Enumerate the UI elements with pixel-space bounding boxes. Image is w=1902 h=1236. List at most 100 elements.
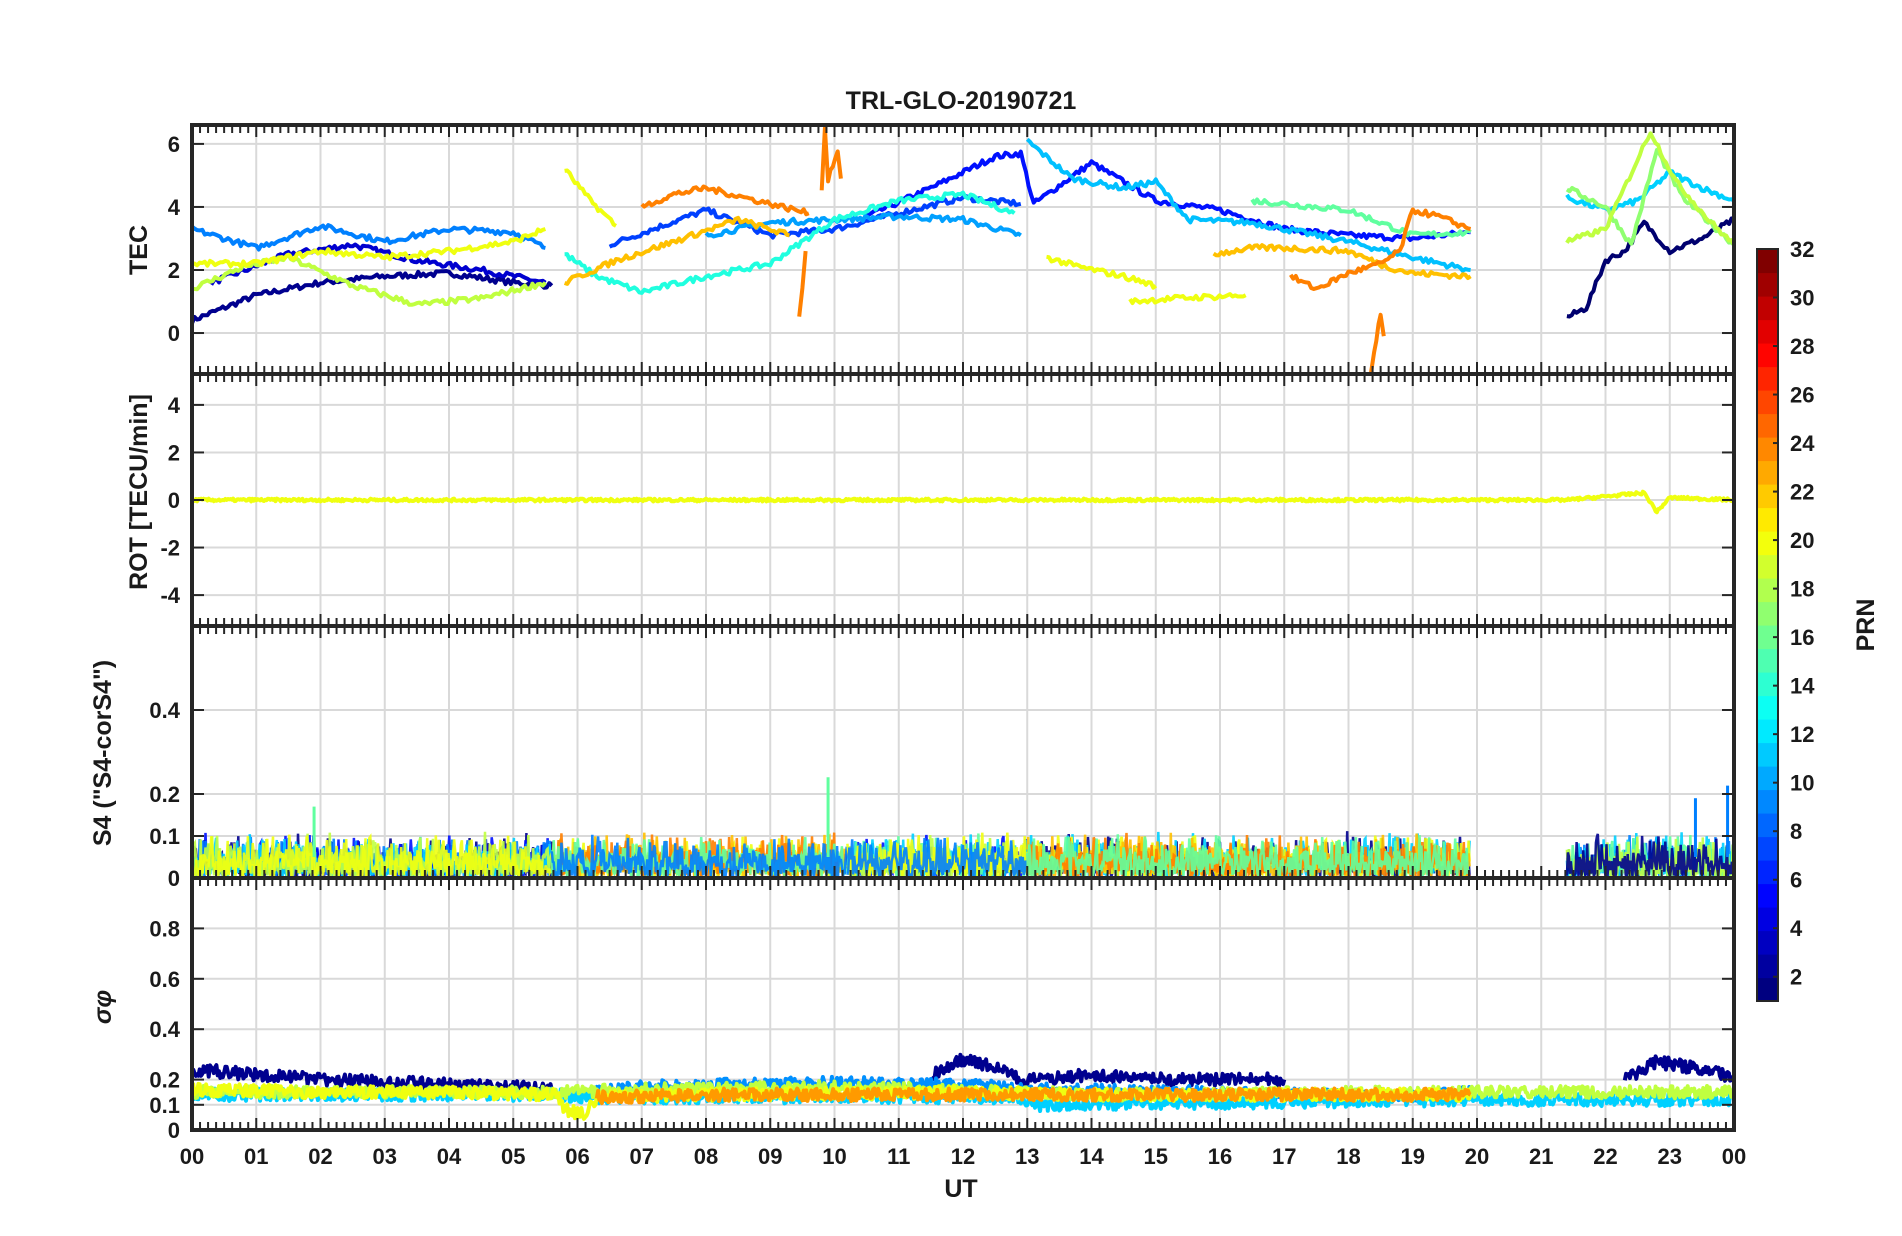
colorbar-segment: [1757, 695, 1778, 720]
y-tick-label: 0: [168, 488, 180, 513]
colorbar-tick-label: 16: [1790, 625, 1814, 650]
y-tick-label: -4: [160, 583, 180, 608]
s4-series-line: [550, 834, 848, 878]
series-line: [1566, 216, 1734, 319]
series-line: [563, 215, 790, 286]
series-line: [1565, 148, 1734, 247]
series-line: [1289, 207, 1472, 291]
x-tick-label: 13: [1015, 1144, 1039, 1169]
x-tick-label: 08: [694, 1144, 718, 1169]
x-tick-label: 05: [501, 1144, 525, 1169]
colorbar-tick-label: 4: [1790, 916, 1803, 941]
series-line: [1622, 1054, 1734, 1083]
colorbar-segment: [1757, 930, 1778, 955]
colorbar-segment: [1757, 413, 1778, 438]
series-line: [1250, 197, 1472, 238]
colorbar-tick-label: 14: [1790, 674, 1815, 699]
colorbar-segment: [1757, 507, 1778, 532]
y-tick-label: 0: [168, 1118, 180, 1143]
x-tick-label: 10: [822, 1144, 846, 1169]
colorbar-segment: [1757, 531, 1778, 556]
x-tick-label: 18: [1336, 1144, 1360, 1169]
colorbar-segment: [1757, 296, 1778, 321]
x-tick-label: 01: [244, 1144, 268, 1169]
x-tick-label: 07: [630, 1144, 654, 1169]
colorbar-segment: [1757, 719, 1778, 744]
colorbar-tick-label: 8: [1790, 819, 1802, 844]
y-tick-label: 6: [168, 132, 180, 157]
colorbar-segment: [1757, 319, 1778, 344]
y-tick-label: 2: [168, 258, 180, 283]
colorbar-frame: [1756, 248, 1779, 1002]
colorbar-segment: [1757, 343, 1778, 368]
colorbar-tick-label: 20: [1790, 528, 1814, 553]
series-line: [865, 149, 1471, 243]
x-tick-label: 11: [887, 1144, 910, 1169]
x-axis-label: UT: [944, 1175, 977, 1203]
series-line: [192, 223, 546, 252]
y-tick-label: 0.2: [149, 782, 180, 807]
colorbar-tick-label: 12: [1790, 722, 1814, 747]
colorbar-segment: [1757, 977, 1778, 1002]
x-tick-label: 12: [951, 1144, 975, 1169]
series-line: [819, 126, 843, 191]
y-tick-label: 0: [168, 866, 180, 891]
colorbar-segment: [1757, 390, 1778, 415]
colorbar-segment: [1757, 672, 1778, 697]
s4-series-line: [1026, 834, 1470, 878]
data-series: [192, 489, 1734, 515]
series-line: [192, 1063, 554, 1097]
y-tick-label: 4: [168, 195, 181, 220]
x-tick-label: 04: [437, 1144, 462, 1169]
x-tick-label: 15: [1144, 1144, 1168, 1169]
chart-title: TRL-GLO-20190721: [846, 87, 1077, 115]
series-line: [1046, 254, 1158, 290]
colorbar-segment: [1757, 554, 1778, 579]
x-tick-label: 09: [758, 1144, 782, 1169]
series-line: [1369, 312, 1386, 374]
y-tick-label: 0.8: [149, 916, 180, 941]
series-line: [1565, 131, 1734, 246]
series-line: [564, 168, 617, 228]
x-tick-label: 23: [1658, 1144, 1682, 1169]
x-tick-label: 03: [373, 1144, 397, 1169]
x-tick-label: 21: [1529, 1144, 1553, 1169]
colorbar-segment: [1757, 954, 1778, 979]
series-line: [1212, 243, 1472, 280]
y-tick-label: 0.4: [149, 698, 180, 723]
x-tick-label: 00: [1722, 1144, 1746, 1169]
colorbar-segment: [1757, 883, 1778, 908]
colorbar-tick-label: 18: [1790, 577, 1814, 602]
x-tick-label: 02: [308, 1144, 332, 1169]
colorbar-segment: [1757, 648, 1778, 673]
colorbar-segment: [1757, 789, 1778, 814]
data-series: [192, 1052, 1734, 1121]
y-tick-label: 0.4: [149, 1017, 180, 1042]
series-line: [192, 227, 547, 269]
y-tick-label: -2: [160, 536, 180, 561]
s4-series-line: [192, 833, 553, 878]
series-line: [192, 269, 554, 325]
y-tick-label: 0.1: [149, 824, 180, 849]
y-axis-label-tec: TEC: [125, 225, 153, 275]
colorbar-segment: [1757, 366, 1778, 391]
data-series: [192, 777, 1734, 878]
x-tick-label: 20: [1465, 1144, 1489, 1169]
colorbar-segment: [1757, 484, 1778, 509]
colorbar-segment: [1757, 272, 1778, 297]
y-axis-label-s4: S4 ("S4-corS4"): [89, 660, 117, 846]
rot-panel: -4 -2 0 2 4: [160, 372, 1736, 628]
colorbar-label: PRN: [1852, 599, 1880, 652]
y-tick-label: 4: [168, 393, 181, 418]
y-tick-label: 0.6: [149, 967, 180, 992]
colorbar-segment: [1757, 766, 1778, 791]
sigma-phi-panel: 00.10.2 0.4 0.6 0.8: [149, 876, 1736, 1143]
colorbar-segment: [1757, 860, 1778, 885]
x-tick-label: 16: [1208, 1144, 1232, 1169]
series-line: [608, 193, 1022, 249]
s4-series-line: [1565, 833, 1734, 878]
colorbar-tick-label: 22: [1790, 480, 1814, 505]
y-axis-label-rot: ROT [TECU/min]: [125, 394, 153, 590]
colorbar-tick-label: 24: [1790, 431, 1815, 456]
